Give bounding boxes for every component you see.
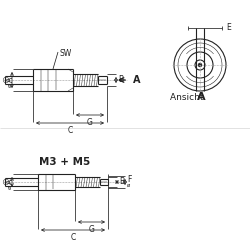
Text: C: C [68, 126, 72, 135]
Text: A: A [6, 178, 15, 184]
Text: ø: ø [127, 182, 130, 188]
Text: B: B [119, 178, 124, 186]
Text: C: C [70, 233, 76, 242]
Text: SW: SW [60, 49, 72, 58]
Text: B: B [118, 76, 123, 84]
Text: ø: ø [8, 83, 12, 87]
Text: M3 + M5: M3 + M5 [40, 157, 90, 167]
Circle shape [198, 63, 202, 67]
Text: Ansicht: Ansicht [170, 93, 206, 102]
Text: G: G [88, 225, 94, 234]
Text: F: F [127, 176, 132, 184]
Text: ø: ø [8, 185, 12, 189]
Text: A: A [197, 92, 205, 102]
Text: A: A [133, 75, 140, 85]
Text: G: G [87, 118, 93, 127]
Text: A: A [6, 76, 15, 82]
Text: E: E [226, 24, 231, 32]
